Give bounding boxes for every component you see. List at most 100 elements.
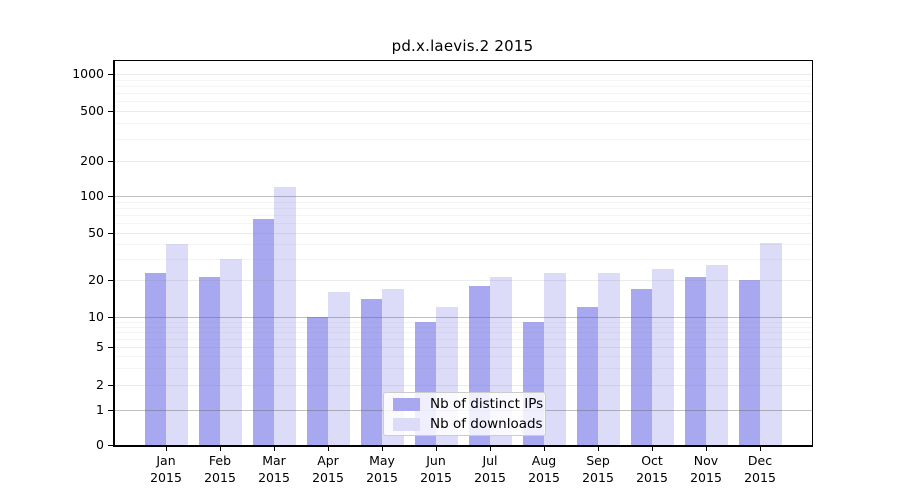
x-tick-dec [760, 446, 761, 451]
gridline-y-minor-4 [113, 356, 812, 358]
gridline-y-200 [113, 161, 812, 162]
axis-spine-bottom [113, 445, 813, 447]
bar-sep-downloads [598, 272, 620, 445]
y-tick-label-0: 0 [96, 437, 104, 452]
bar-sep-distinct-ips [576, 307, 598, 445]
x-tick-nov [706, 446, 707, 451]
legend-item-distinct-ips: Nb of distinct IPs [384, 396, 545, 412]
y-tick-label-200: 200 [80, 153, 104, 168]
x-label-year: 2015 [366, 470, 398, 485]
legend-item-downloads: Nb of downloads [384, 416, 545, 432]
x-label-year: 2015 [474, 470, 506, 485]
x-tick-label-sep: Sep 2015 [568, 452, 628, 486]
x-label-year: 2015 [204, 470, 236, 485]
bar-jan-distinct-ips [144, 272, 166, 445]
bar-mar-distinct-ips [252, 218, 274, 445]
x-tick-label-dec: Dec 2015 [730, 452, 790, 486]
gridline-y-minor-3 [113, 368, 812, 370]
gridline-y-minor-40 [113, 244, 812, 246]
y-tick-0 [108, 445, 113, 446]
x-tick-label-jul: Jul 2015 [460, 452, 520, 486]
x-tick-label-nov: Nov 2015 [676, 452, 736, 486]
y-tick-label-50: 50 [88, 225, 104, 240]
bar-apr-downloads [328, 291, 350, 445]
y-tick-label-2: 2 [96, 377, 104, 392]
x-tick-oct [652, 446, 653, 451]
gridline-y-1000 [113, 74, 812, 75]
bar-feb-downloads [220, 259, 242, 445]
x-tick-jun [436, 446, 437, 451]
y-tick-1000 [108, 74, 113, 75]
x-tick-sep [598, 446, 599, 451]
gridline-y-50 [113, 233, 812, 234]
x-label-year: 2015 [312, 470, 344, 485]
legend-label-downloads: Nb of downloads [430, 416, 543, 432]
gridline-y-minor-9 [113, 321, 812, 323]
gridline-y-minor-60 [113, 223, 812, 225]
gridline-y-minor-800 [113, 85, 812, 87]
axis-spine-right [812, 60, 813, 446]
bar-dec-downloads [760, 243, 782, 445]
legend: Nb of distinct IPs Nb of downloads [383, 392, 546, 436]
x-label-year: 2015 [690, 470, 722, 485]
gridline-y-minor-900 [113, 79, 812, 81]
y-tick-1 [108, 410, 113, 411]
bar-dec-distinct-ips [738, 280, 760, 445]
y-tick-10 [108, 317, 113, 318]
x-label-month: Aug [531, 453, 557, 468]
gridline-y-20 [113, 280, 812, 281]
x-tick-label-jan: Jan 2015 [136, 452, 196, 486]
x-label-year: 2015 [636, 470, 668, 485]
gridline-y-100 [113, 196, 812, 197]
x-tick-label-may: May 2015 [352, 452, 412, 486]
gridline-y-minor-90 [113, 201, 812, 203]
y-tick-2 [108, 385, 113, 386]
x-label-month: Oct [641, 453, 663, 468]
bar-apr-distinct-ips [306, 317, 328, 445]
x-tick-aug [544, 446, 545, 451]
x-tick-jan [166, 446, 167, 451]
gridline-y-minor-600 [113, 101, 812, 103]
y-tick-label-5: 5 [96, 339, 104, 354]
x-tick-jul [490, 446, 491, 451]
y-tick-500 [108, 111, 113, 112]
y-tick-label-1: 1 [96, 402, 104, 417]
x-tick-may [382, 446, 383, 451]
x-label-month: Feb [208, 453, 232, 468]
x-tick-label-feb: Feb 2015 [190, 452, 250, 486]
x-tick-mar [274, 446, 275, 451]
x-label-month: Nov [693, 453, 719, 468]
gridline-y-minor-30 [113, 259, 812, 261]
bar-nov-distinct-ips [684, 277, 706, 445]
y-tick-label-20: 20 [88, 272, 104, 287]
gridline-y-minor-7 [113, 332, 812, 334]
x-tick-label-apr: Apr 2015 [298, 452, 358, 486]
x-label-month: Mar [262, 453, 286, 468]
y-tick-label-100: 100 [80, 188, 104, 203]
x-label-month: Jul [482, 453, 498, 468]
y-tick-5 [108, 347, 113, 348]
gridline-y-2 [113, 385, 812, 386]
x-label-year: 2015 [258, 470, 290, 485]
legend-label-distinct-ips: Nb of distinct IPs [430, 396, 544, 412]
x-label-month: May [369, 453, 395, 468]
x-tick-label-aug: Aug 2015 [514, 452, 574, 486]
x-label-month: Dec [747, 453, 773, 468]
bar-feb-distinct-ips [198, 277, 220, 445]
legend-swatch-distinct-ips [393, 397, 420, 411]
y-tick-label-500: 500 [80, 103, 104, 118]
x-tick-apr [328, 446, 329, 451]
bar-aug-downloads [544, 272, 566, 445]
chart-title: pd.x.laevis.2 2015 [391, 37, 534, 55]
bar-oct-downloads [652, 268, 674, 445]
x-label-month: Apr [317, 453, 339, 468]
x-label-month: Jun [426, 453, 446, 468]
y-tick-50 [108, 233, 113, 234]
gridline-y-minor-400 [113, 123, 812, 125]
bar-may-distinct-ips [360, 299, 382, 445]
plot-area [113, 60, 812, 445]
gridline-y-500 [113, 111, 812, 112]
gridline-y-5 [113, 347, 812, 348]
axis-spine-left [113, 60, 115, 446]
